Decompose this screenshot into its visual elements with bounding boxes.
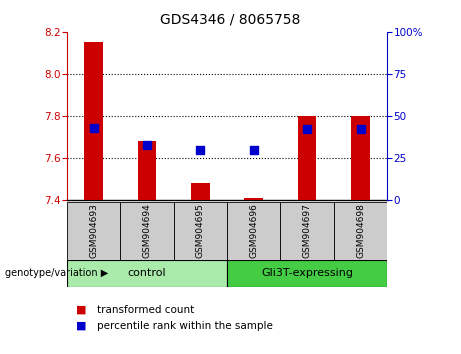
Text: GSM904696: GSM904696	[249, 204, 258, 258]
Text: Gli3T-expressing: Gli3T-expressing	[261, 268, 353, 279]
Point	[197, 147, 204, 153]
Text: GSM904697: GSM904697	[302, 204, 312, 258]
Point	[357, 126, 364, 132]
Point	[143, 142, 151, 147]
Text: genotype/variation ▶: genotype/variation ▶	[5, 268, 108, 279]
Text: GSM904694: GSM904694	[142, 204, 152, 258]
Text: transformed count: transformed count	[97, 305, 194, 315]
Bar	[334, 202, 387, 260]
Text: control: control	[128, 268, 166, 279]
Text: percentile rank within the sample: percentile rank within the sample	[97, 321, 273, 331]
Text: ■: ■	[76, 321, 87, 331]
Text: GSM904698: GSM904698	[356, 204, 365, 258]
Bar	[227, 202, 280, 260]
Bar	[174, 202, 227, 260]
Text: ■: ■	[76, 305, 87, 315]
Bar	[280, 202, 334, 260]
Bar	[351, 116, 370, 200]
Bar	[137, 141, 156, 200]
Point	[250, 147, 257, 153]
Bar	[191, 183, 210, 200]
Bar	[84, 42, 103, 200]
Point	[90, 125, 97, 131]
Bar	[244, 198, 263, 200]
Text: GSM904695: GSM904695	[196, 204, 205, 258]
Bar	[67, 202, 120, 260]
Text: GSM904693: GSM904693	[89, 204, 98, 258]
Bar	[227, 260, 387, 287]
Text: GDS4346 / 8065758: GDS4346 / 8065758	[160, 12, 301, 27]
Point	[303, 126, 311, 132]
Bar	[120, 202, 174, 260]
Bar	[67, 260, 227, 287]
Bar	[298, 116, 317, 200]
